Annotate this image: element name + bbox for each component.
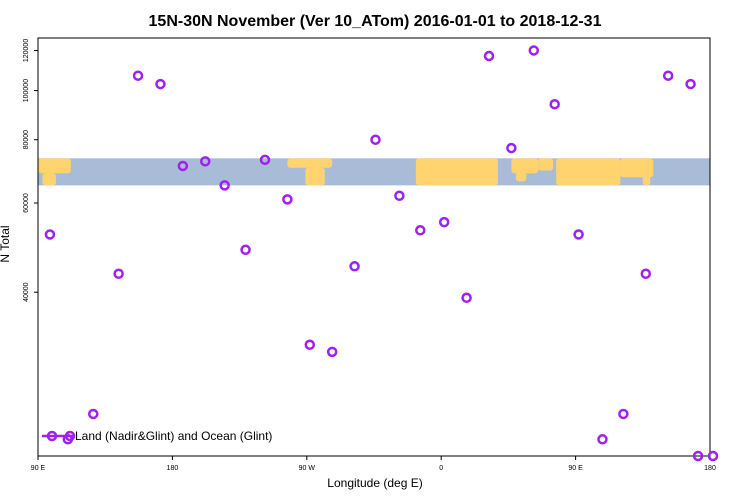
x-tick-label: 90 E — [31, 465, 46, 472]
data-point — [597, 434, 608, 445]
x-axis-ticks: 90 E 180 90 W 0 90 E 180 — [31, 456, 716, 472]
data-point — [573, 229, 584, 240]
data-point — [685, 78, 696, 90]
map-land — [314, 158, 321, 186]
map-land — [642, 171, 651, 186]
data-point — [370, 134, 381, 145]
data-point — [415, 225, 426, 236]
data-point — [349, 261, 360, 272]
map-land — [515, 171, 527, 182]
map-land — [511, 158, 539, 174]
y-axis-label: N Total — [0, 225, 12, 262]
plot-frame — [37, 37, 711, 457]
data-point — [640, 268, 652, 279]
legend: Land (Nadir&Glint) and Ocean (Glint) — [42, 429, 272, 443]
y-tick-label: 60000 — [23, 193, 30, 213]
data-point — [506, 142, 517, 154]
map-band — [38, 158, 710, 186]
map-land — [415, 158, 498, 186]
data-point — [259, 154, 271, 166]
y-axis-ticks: 40000 60000 80000 100000 120000 — [23, 39, 38, 302]
x-axis-label: Longitude (deg E) — [327, 476, 422, 490]
legend-marker-icon — [64, 430, 76, 442]
data-point — [132, 70, 144, 81]
legend-label: Land (Nadir&Glint) and Ocean (Glint) — [75, 429, 272, 443]
data-point — [707, 450, 719, 462]
data-point — [177, 160, 189, 172]
data-point — [326, 346, 338, 358]
data-point — [483, 50, 495, 62]
y-tick-label: 80000 — [23, 130, 30, 150]
x-tick-label: 180 — [167, 465, 179, 472]
chart-title: 15N-30N November (Ver 10_ATom) 2016-01-0… — [149, 13, 602, 30]
data-point — [438, 216, 450, 228]
data-point — [662, 70, 674, 81]
data-point — [219, 180, 230, 191]
data-point — [113, 268, 124, 279]
legend-marker-icon — [46, 430, 58, 442]
map-land — [42, 173, 56, 186]
data-point — [155, 78, 166, 90]
x-tick-label: 180 — [704, 465, 716, 472]
data-point — [282, 194, 293, 205]
data-point — [461, 292, 472, 304]
x-tick-label: 0 — [439, 465, 443, 472]
y-tick-label: 40000 — [23, 282, 30, 302]
data-point — [394, 190, 405, 202]
data-point — [88, 408, 99, 420]
data-points — [44, 45, 719, 462]
data-point — [549, 98, 560, 110]
data-point — [44, 229, 56, 240]
data-point — [528, 45, 540, 56]
y-tick-label: 100000 — [23, 79, 30, 102]
data-point — [618, 408, 629, 420]
map-land — [38, 158, 71, 174]
data-point — [304, 339, 316, 351]
x-tick-label: 90 W — [299, 465, 316, 472]
data-point — [200, 156, 211, 167]
map-land — [287, 158, 333, 168]
x-tick-label: 90 E — [568, 465, 583, 472]
map-land — [556, 158, 621, 186]
y-tick-label: 120000 — [23, 39, 30, 62]
map-land — [538, 158, 554, 171]
data-point — [692, 450, 704, 462]
data-point — [240, 244, 251, 256]
